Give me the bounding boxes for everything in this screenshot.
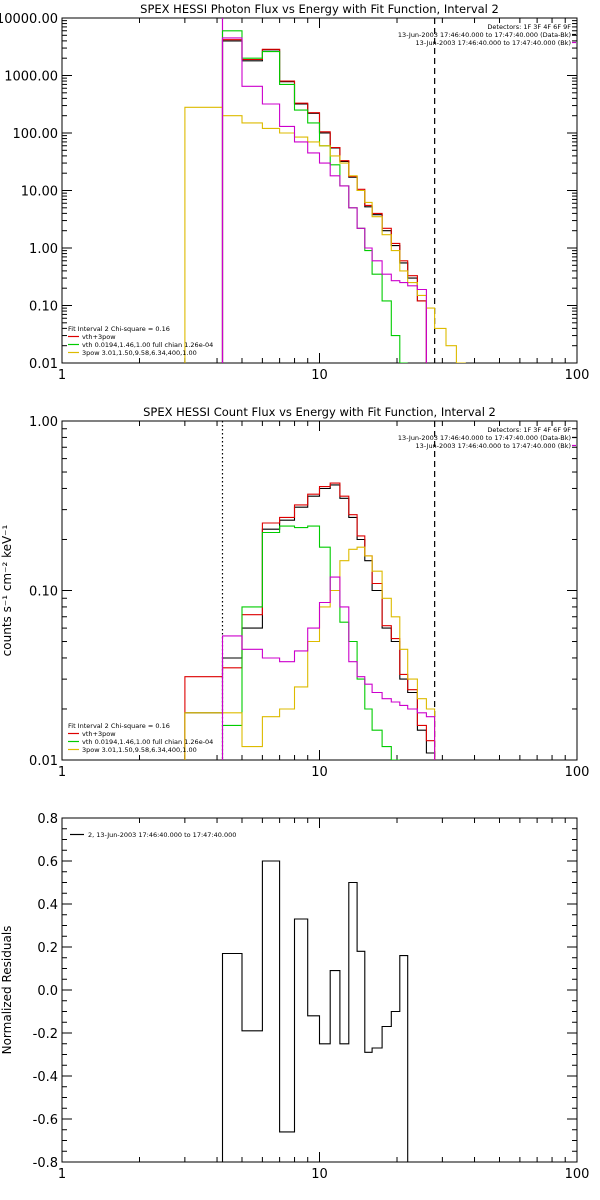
x-tick-label: 1 [58,368,66,383]
y-tick-label: -0.8 [33,1156,58,1171]
residuals-panel: 1 10 100 -0.8 -0.6 -0.4 -0.2 0.0 0.2 0.4 0.6 0.8 Nor… [0,812,589,1182]
x-tick-label: 100 [565,368,590,383]
y-tick-label: 10.00 [21,185,58,200]
y-axis-label: Normalized Residuals [0,926,14,1055]
fit-legend-line: vth 0.0194,1.46,1.00 full chian 1.26e-04 [82,341,213,349]
x-tick-label: 1 [58,765,66,780]
series-line-bk [221,37,427,363]
series-line-3pow [184,546,436,760]
legend-entry: 2, 13-Jun-2003 17:46:40.000 to 17:47:40.… [88,831,236,839]
y-tick-label: 10000.00 [0,12,58,27]
fit-legend-line: 3pow 3.01,1.50,9.58,6.34,400,1.00 [82,746,197,754]
y-tick-label: 0.01 [29,357,58,372]
series-group [184,482,436,760]
y-tick-label: 0.6 [37,855,58,870]
y-tick-label: -0.4 [33,1070,58,1085]
info-line: 13-Jun-2003 17:46:40.000 to 17:47:40.000… [398,31,571,39]
y-tick-label: 0.0 [37,984,58,999]
series-group [184,30,466,363]
y-tick-label: 0.2 [37,941,58,956]
x-tick-label: 10 [311,368,328,383]
info-line: 13-Jun-2003 17:46:40.000 to 17:47:40.000… [416,442,571,450]
y-tick-label: -0.6 [33,1113,58,1128]
count-flux-panel: SPEX HESSI Count Flux vs Energy with Fit… [0,405,589,780]
x-tick-label: 100 [565,765,590,780]
fit-legend-line: Fit Interval 2 Chi-square = 0.16 [68,722,170,730]
x-tick-label: 10 [311,765,328,780]
info-line: 13-Jun-2003 17:46:40.000 to 17:47:40.000… [398,434,571,442]
fit-legend-line: vth+3pow [82,730,116,738]
info-line: 13-Jun-2003 17:46:40.000 to 17:47:40.000… [416,39,571,47]
chart-title: SPEX HESSI Photon Flux vs Energy with Fi… [140,2,499,16]
chart-title: SPEX HESSI Count Flux vs Energy with Fit… [143,405,496,419]
y-tick-label: -0.2 [33,1027,58,1042]
y-tick-label: 0.10 [29,585,58,600]
fit-legend-line: vth 0.0194,1.46,1.00 full chian 1.26e-04 [82,738,213,746]
series-line-bk [221,576,436,760]
fit-legend-line: vth+3pow [82,333,116,341]
series-line-2-13-jun-2003-17-46-40-000-to-17-47-40-000 [221,860,409,1162]
y-tick-label: 0.01 [29,754,58,769]
x-tick-label: 100 [565,1167,590,1182]
x-tick-label: 10 [311,1167,328,1182]
series-line-vth [221,30,408,363]
y-tick-label: 0.8 [37,812,58,827]
y-tick-label: 100.00 [13,127,59,142]
y-tick-label: 1.00 [29,242,58,257]
y-axis-label: counts s⁻¹ cm⁻² keV⁻¹ [0,524,14,656]
series-group [221,860,409,1162]
x-tick-label: 1 [58,1167,66,1182]
y-tick-label: 0.10 [29,300,58,315]
photon-flux-panel: SPEX HESSI Photon Flux vs Energy with Fi… [0,2,589,383]
info-line: Detectors: 1F 3F 4F 6F 9F [487,23,571,31]
y-tick-label: 0.4 [37,898,58,913]
y-tick-label: 1000.00 [4,70,58,85]
fit-legend-line: Fit Interval 2 Chi-square = 0.16 [68,325,170,333]
fit-legend-line: 3pow 3.01,1.50,9.58,6.34,400,1.00 [82,349,197,357]
info-line: Detectors: 1F 3F 4F 6F 9F [487,426,571,434]
y-tick-label: 1.00 [29,415,58,430]
